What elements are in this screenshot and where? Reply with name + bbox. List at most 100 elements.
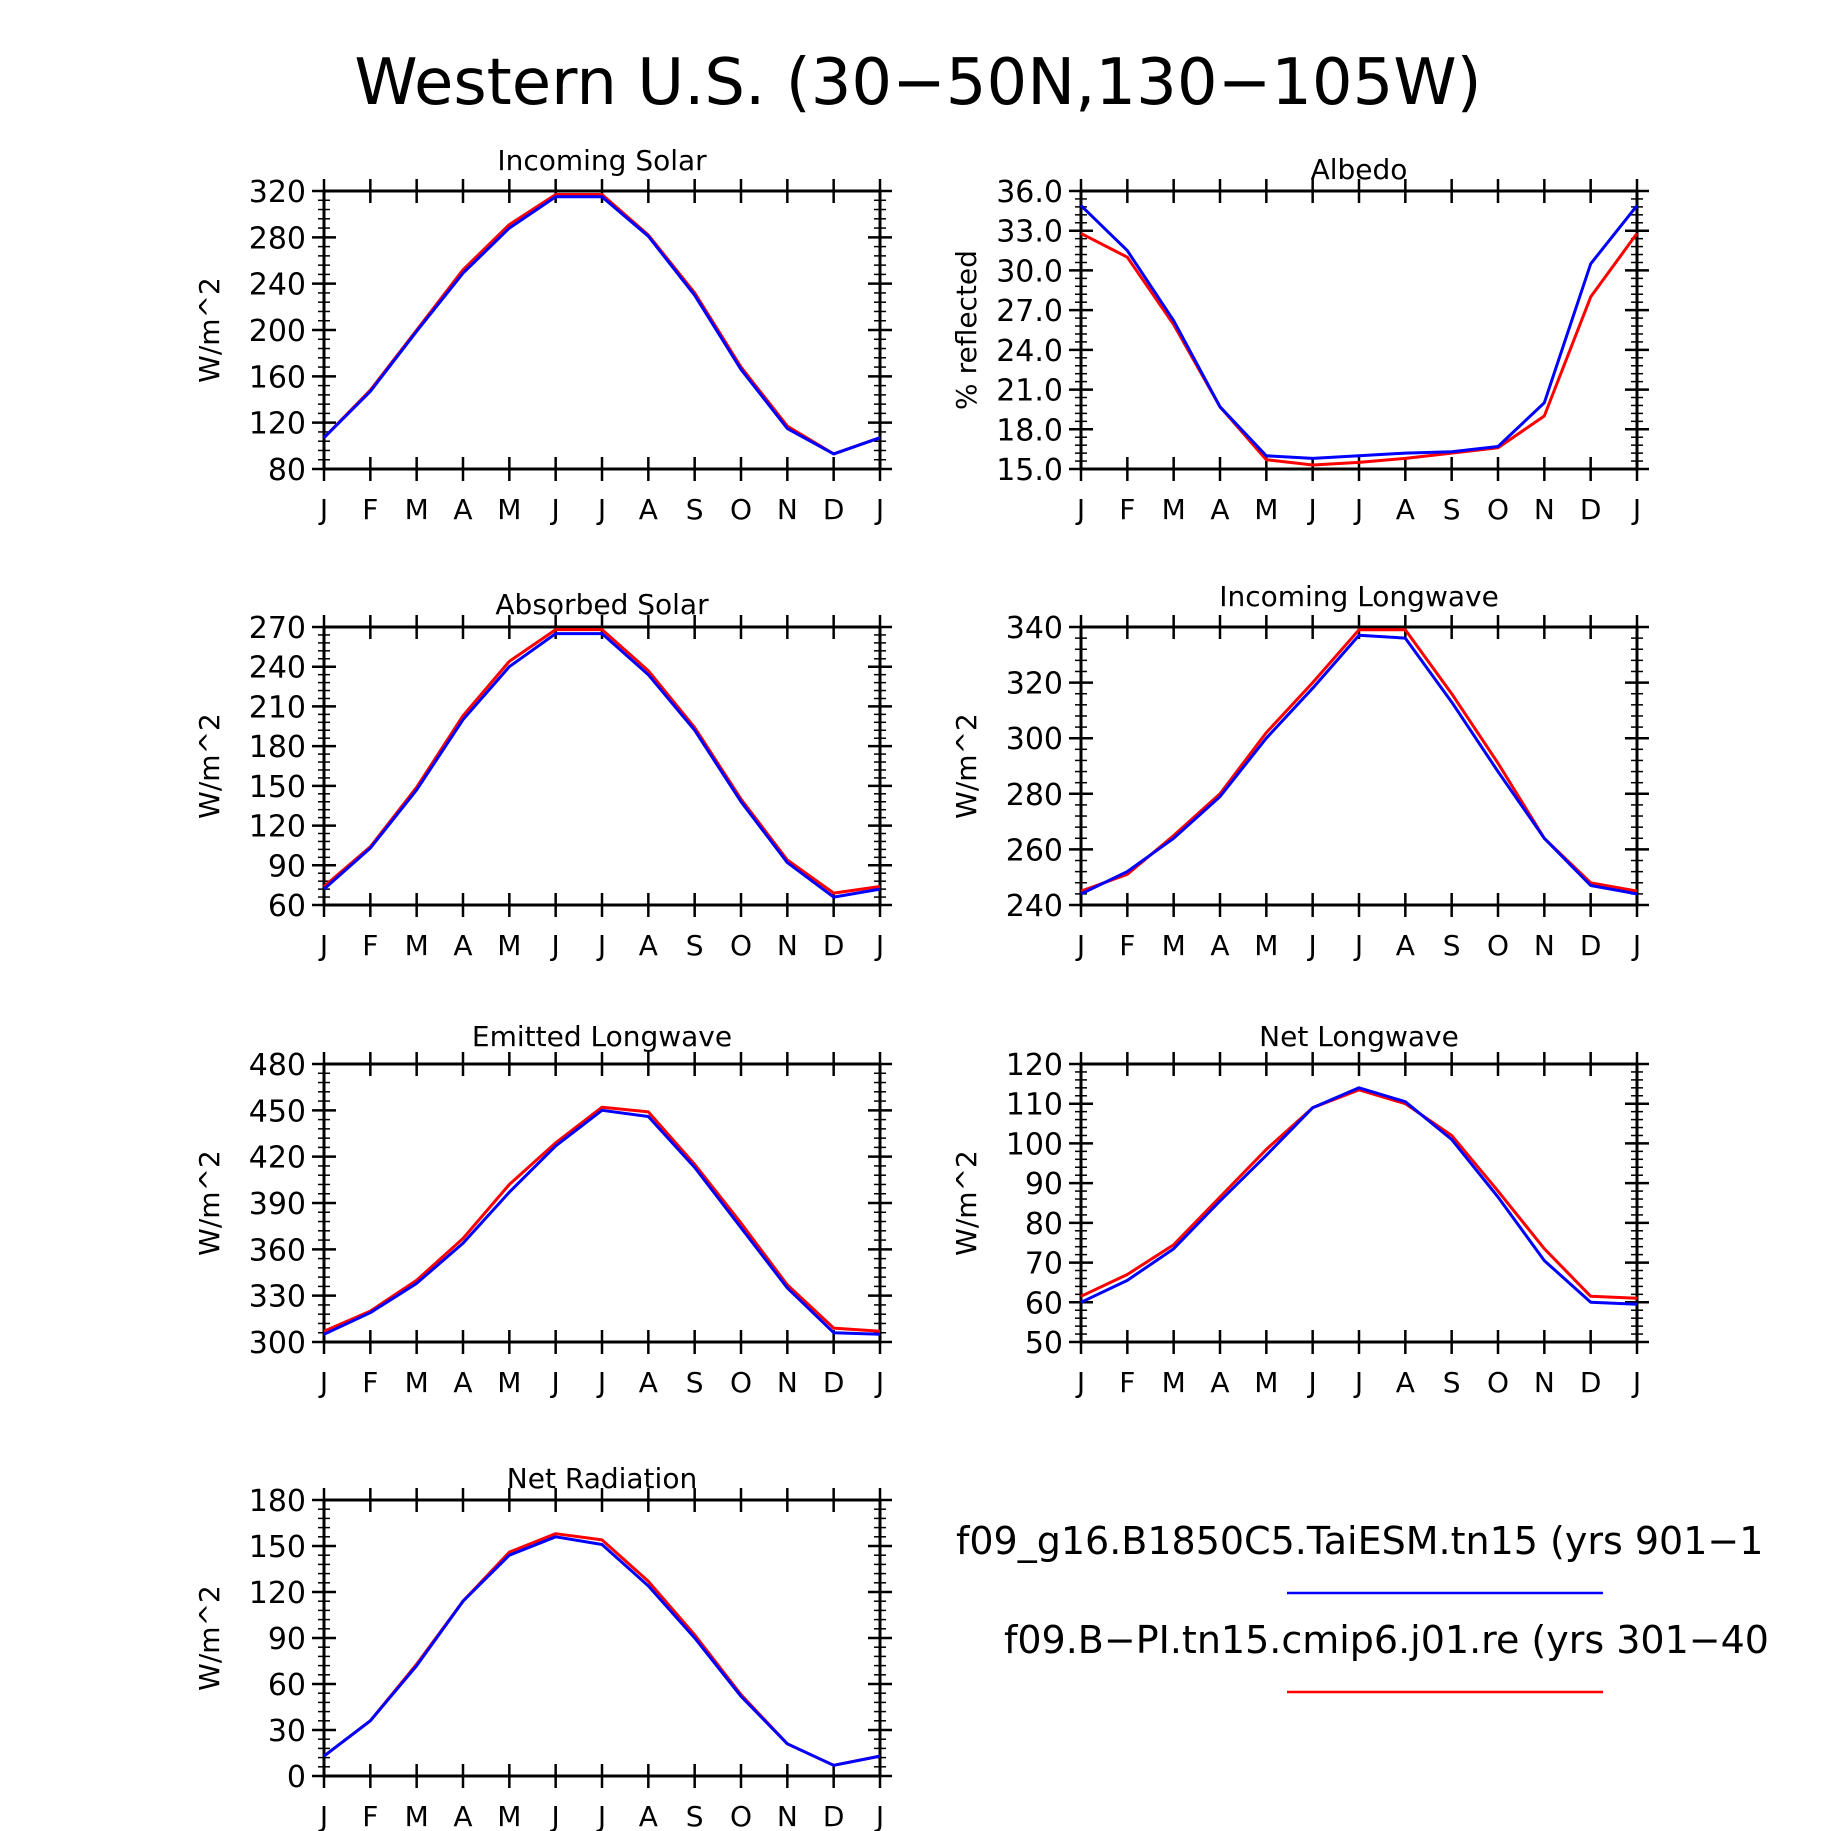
x-tick-label: D bbox=[823, 929, 845, 962]
y-tick-label: 15.0 bbox=[996, 453, 1063, 488]
y-tick-label: 90 bbox=[1025, 1167, 1063, 1202]
y-tick-label: 60 bbox=[268, 889, 306, 924]
y-tick-label: 300 bbox=[249, 1326, 306, 1361]
x-tick-label: J bbox=[596, 493, 606, 526]
y-tick-label: 33.0 bbox=[996, 215, 1063, 250]
x-tick-label: M bbox=[405, 929, 429, 962]
x-tick-label: S bbox=[1443, 929, 1461, 962]
x-tick-label: J bbox=[1353, 1366, 1363, 1399]
x-tick-label: M bbox=[1254, 929, 1278, 962]
x-tick-label: A bbox=[1210, 493, 1229, 526]
y-tick-label: 240 bbox=[1006, 889, 1063, 924]
legend-label-red: f09.B−PI.tn15.cmip6.j01.re (yrs 301−40 bbox=[1004, 1618, 1769, 1662]
x-tick-label: O bbox=[730, 1366, 752, 1399]
x-tick-label: J bbox=[1075, 1366, 1085, 1399]
y-axis-label: % reflected bbox=[950, 250, 983, 410]
series-blue-line bbox=[323, 1535, 881, 1767]
x-tick-label: N bbox=[777, 929, 798, 962]
panel-title: Incoming Solar bbox=[497, 144, 707, 177]
y-tick-label: 120 bbox=[249, 407, 306, 442]
y-tick-label: 420 bbox=[249, 1141, 306, 1176]
y-tick-label: 120 bbox=[1006, 1048, 1063, 1083]
y-tick-label: 90 bbox=[268, 1622, 306, 1657]
x-tick-label: A bbox=[1396, 929, 1415, 962]
x-tick-label: J bbox=[1307, 1366, 1317, 1399]
y-tick-label: 270 bbox=[249, 611, 306, 646]
x-tick-label: J bbox=[550, 493, 560, 526]
y-axis-label: W/m^2 bbox=[193, 1150, 226, 1256]
y-tick-label: 150 bbox=[249, 770, 306, 805]
x-tick-label: S bbox=[686, 1366, 704, 1399]
x-tick-label: M bbox=[1162, 1366, 1186, 1399]
x-tick-label: A bbox=[639, 929, 658, 962]
series-blue-line bbox=[323, 1108, 881, 1336]
y-tick-label: 260 bbox=[1006, 833, 1063, 868]
x-tick-label: J bbox=[318, 929, 328, 962]
series-red-line bbox=[322, 193, 881, 456]
y-tick-label: 240 bbox=[249, 268, 306, 303]
y-tick-label: 360 bbox=[249, 1233, 306, 1268]
x-tick-label: D bbox=[1580, 1366, 1602, 1399]
x-tick-label: J bbox=[874, 1800, 884, 1831]
panel-title: Net Longwave bbox=[1259, 1020, 1459, 1053]
x-tick-label: J bbox=[1307, 493, 1317, 526]
y-tick-label: 21.0 bbox=[996, 374, 1063, 409]
y-tick-label: 200 bbox=[249, 314, 306, 349]
x-tick-label: M bbox=[497, 493, 521, 526]
y-tick-label: 300 bbox=[1006, 722, 1063, 757]
x-tick-label: O bbox=[1487, 493, 1509, 526]
y-tick-label: 80 bbox=[1025, 1207, 1063, 1242]
y-tick-label: 30 bbox=[268, 1714, 306, 1749]
y-axis-label: W/m^2 bbox=[950, 1150, 983, 1256]
series-red-line bbox=[1080, 628, 1638, 893]
y-tick-label: 50 bbox=[1025, 1326, 1063, 1361]
x-tick-label: A bbox=[1396, 493, 1415, 526]
x-tick-label: F bbox=[1119, 493, 1135, 526]
x-tick-label: J bbox=[1353, 493, 1363, 526]
y-tick-label: 330 bbox=[249, 1280, 306, 1315]
series-red-line bbox=[323, 628, 881, 895]
plot-frame bbox=[322, 1062, 882, 1344]
y-tick-label: 80 bbox=[268, 453, 306, 488]
x-tick-label: D bbox=[823, 493, 845, 526]
panel-title: Incoming Longwave bbox=[1219, 580, 1499, 613]
x-tick-label: J bbox=[874, 929, 884, 962]
x-tick-label: N bbox=[1534, 1366, 1555, 1399]
x-tick-label: J bbox=[874, 1366, 884, 1399]
series-blue-line bbox=[1080, 1086, 1638, 1306]
y-tick-label: 240 bbox=[249, 651, 306, 686]
series-blue-line bbox=[323, 632, 881, 899]
x-tick-label: N bbox=[1534, 929, 1555, 962]
legend-label-blue: f09_g16.B1850C5.TaiESM.tn15 (yrs 901−1 bbox=[956, 1519, 1763, 1563]
y-axis-label: W/m^2 bbox=[193, 277, 226, 383]
y-tick-label: 36.0 bbox=[996, 175, 1063, 210]
x-tick-label: F bbox=[362, 929, 378, 962]
y-tick-label: 60 bbox=[1025, 1286, 1063, 1321]
x-tick-label: D bbox=[823, 1800, 845, 1831]
x-tick-label: A bbox=[639, 1366, 658, 1399]
x-tick-label: J bbox=[596, 1800, 606, 1831]
y-tick-label: 480 bbox=[249, 1048, 306, 1083]
x-tick-label: D bbox=[1580, 493, 1602, 526]
x-tick-label: J bbox=[1631, 493, 1641, 526]
x-tick-label: N bbox=[777, 1366, 798, 1399]
y-tick-label: 120 bbox=[249, 1576, 306, 1611]
y-axis-label: W/m^2 bbox=[193, 1585, 226, 1691]
y-tick-label: 0 bbox=[287, 1760, 306, 1795]
chart-panel-2: Albedo% reflected15.018.021.024.027.030.… bbox=[950, 153, 1649, 526]
x-tick-label: J bbox=[318, 1366, 328, 1399]
x-tick-label: J bbox=[1075, 929, 1085, 962]
chart-panel-4: Incoming Longwave W/m^2 240 260 280 300 320 340… bbox=[950, 580, 1649, 962]
x-tick-label: S bbox=[686, 1800, 704, 1831]
x-tick-label: O bbox=[730, 493, 752, 526]
y-tick-label: 150 bbox=[249, 1530, 306, 1565]
x-tick-label: M bbox=[405, 1366, 429, 1399]
x-tick-label: A bbox=[453, 1800, 472, 1831]
chart-panel-1: Incoming Solar W/m^2 80 120 160 200 240 280 320 J… bbox=[193, 144, 892, 526]
y-axis-label: W/m^2 bbox=[950, 713, 983, 819]
x-tick-label: M bbox=[497, 1366, 521, 1399]
x-tick-label: S bbox=[686, 929, 704, 962]
